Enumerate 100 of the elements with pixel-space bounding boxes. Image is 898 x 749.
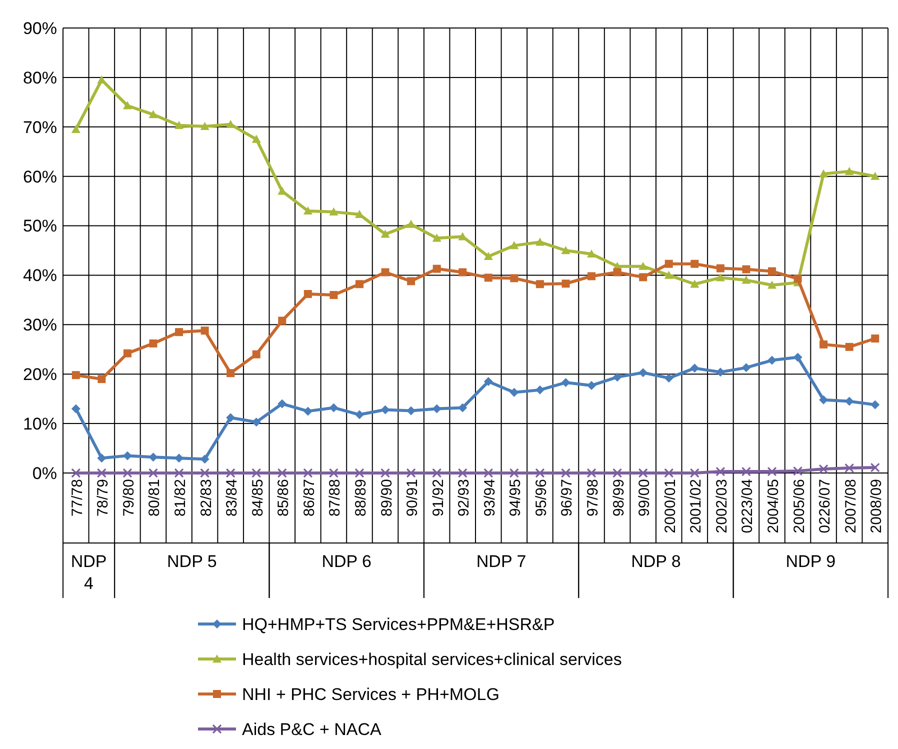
point xyxy=(458,468,468,478)
x-tick-label: 2002/03 xyxy=(713,479,730,534)
point xyxy=(639,273,648,282)
y-tick-label: 0% xyxy=(32,464,57,483)
point xyxy=(871,334,880,343)
point xyxy=(664,468,674,478)
point xyxy=(561,246,570,254)
point xyxy=(562,280,570,288)
point xyxy=(741,466,752,476)
point xyxy=(329,403,338,412)
point xyxy=(484,252,493,260)
x-tick-label: 77/78 xyxy=(68,479,86,517)
point xyxy=(819,169,828,178)
x-tick-label: 78/79 xyxy=(94,479,112,517)
point xyxy=(432,264,441,273)
point xyxy=(407,277,416,286)
point xyxy=(226,369,235,378)
point xyxy=(690,468,700,478)
point xyxy=(818,464,828,474)
point xyxy=(716,264,724,272)
point xyxy=(664,374,674,383)
point xyxy=(380,468,390,478)
point xyxy=(303,406,312,416)
point xyxy=(690,280,700,288)
x-tick-label: 96/97 xyxy=(558,479,576,517)
x-tick-label: 97/98 xyxy=(584,479,602,517)
x-tick-label: 99/00 xyxy=(636,479,654,517)
point xyxy=(97,454,106,463)
text: NDP 7 xyxy=(476,552,526,571)
point xyxy=(664,270,674,279)
point xyxy=(716,368,725,377)
x-tick-label: 94/95 xyxy=(507,479,524,517)
point xyxy=(72,371,80,380)
point xyxy=(278,316,286,325)
point xyxy=(560,468,571,478)
text: NDP 9 xyxy=(786,552,836,571)
x-tick-label: 98/99 xyxy=(610,479,628,517)
y-tick-label: 30% xyxy=(22,316,57,335)
point xyxy=(175,328,184,336)
x-tick-label: 2005/06 xyxy=(790,479,808,534)
x-tick-label: 2001/02 xyxy=(688,479,705,534)
y-tick-label: 20% xyxy=(22,365,57,384)
point xyxy=(536,280,544,288)
point xyxy=(793,352,802,362)
text: NDP 8 xyxy=(631,552,681,571)
point xyxy=(870,462,880,472)
point xyxy=(432,468,442,478)
point xyxy=(742,265,750,274)
point xyxy=(303,468,313,478)
point xyxy=(329,207,338,216)
point xyxy=(586,468,596,478)
point xyxy=(381,268,390,276)
point xyxy=(561,378,570,388)
point xyxy=(638,468,648,478)
point xyxy=(330,291,338,299)
legend-label: Health services+hospital services+clinical services xyxy=(242,650,622,669)
point xyxy=(638,262,648,270)
point xyxy=(148,110,158,118)
point xyxy=(870,400,880,410)
point xyxy=(845,342,854,351)
point xyxy=(510,241,519,250)
point xyxy=(612,468,622,478)
x-tick-label: 93/94 xyxy=(481,479,498,517)
point xyxy=(406,468,416,478)
point xyxy=(380,230,390,238)
point xyxy=(767,466,777,476)
point xyxy=(792,466,803,476)
y-tick-label: 60% xyxy=(22,167,57,186)
point xyxy=(794,274,802,283)
point xyxy=(200,468,210,478)
x-tick-label: 80/81 xyxy=(146,479,164,517)
point xyxy=(406,220,416,228)
point xyxy=(174,468,184,478)
x-tick-label: 2000/01 xyxy=(662,479,679,534)
point xyxy=(303,206,312,215)
point xyxy=(587,249,596,258)
x-tick-label: 88/89 xyxy=(352,479,370,517)
point xyxy=(484,377,493,386)
point xyxy=(716,273,725,282)
point xyxy=(226,468,236,478)
point xyxy=(509,468,519,478)
legend-label: NHI + PHC Services + PH+MOLG xyxy=(242,684,500,704)
point xyxy=(664,260,673,268)
point xyxy=(638,368,648,378)
point xyxy=(458,268,467,276)
point xyxy=(200,122,210,130)
x-tick-label: 82/83 xyxy=(198,479,215,517)
x-tick-label: 0223/04 xyxy=(739,479,756,534)
y-tick-label: 40% xyxy=(22,266,57,286)
x-tick-label: 83/84 xyxy=(224,479,241,517)
point xyxy=(432,234,442,242)
point xyxy=(510,274,518,282)
point xyxy=(252,418,261,427)
x-tick-label: 91/92 xyxy=(430,479,447,517)
x-tick-label: 86/87 xyxy=(300,479,318,517)
x-tick-label: 89/90 xyxy=(378,479,396,517)
point xyxy=(535,385,544,394)
y-tick-label: 10% xyxy=(22,414,57,434)
x-tick-label: 92/93 xyxy=(456,479,473,517)
point xyxy=(252,134,261,143)
